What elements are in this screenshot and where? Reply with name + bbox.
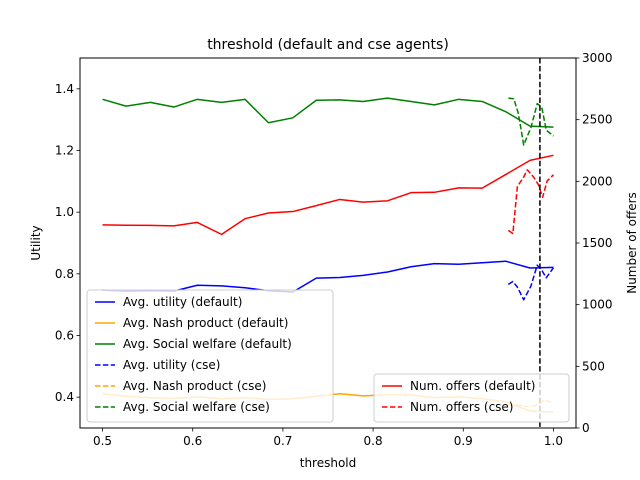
y-tick-label: 0.6 bbox=[55, 329, 74, 343]
x-tick-label: 0.8 bbox=[364, 434, 383, 448]
legend-entry: Avg. utility (default) bbox=[123, 295, 242, 309]
x-tick-label: 0.6 bbox=[183, 434, 202, 448]
y2-tick-label: 500 bbox=[582, 359, 605, 373]
y2-tick-label: 2000 bbox=[582, 174, 613, 188]
y-tick-label: 1.4 bbox=[55, 82, 74, 96]
legend-entry: Avg. Nash product (cse) bbox=[123, 379, 266, 393]
y-axis-left: 0.4 0.6 0.8 1.0 1.2 1.4 bbox=[55, 82, 80, 404]
series-line-5 bbox=[508, 97, 554, 146]
x-tick-label: 0.7 bbox=[273, 434, 292, 448]
legend-box bbox=[373, 373, 570, 423]
legend-entry: Avg. Social welfare (default) bbox=[123, 337, 292, 351]
y2-tick-label: 1000 bbox=[582, 298, 613, 312]
y2-tick-label: 0 bbox=[582, 421, 590, 435]
legend-entry: Avg. Nash product (default) bbox=[123, 316, 288, 330]
y-tick-label: 1.0 bbox=[55, 205, 74, 219]
legend-entry: Num. offers (cse) bbox=[410, 400, 514, 414]
legend-entry: Num. offers (default) bbox=[410, 379, 535, 393]
y2-tick-label: 1500 bbox=[582, 236, 613, 250]
y-tick-label: 0.8 bbox=[55, 267, 74, 281]
x-tick-label: 0.9 bbox=[454, 434, 473, 448]
y2-tick-label: 2500 bbox=[582, 113, 613, 127]
x-axis: 0.5 0.6 0.7 0.8 0.9 1.0 bbox=[93, 428, 563, 448]
x-tick-label: 1.0 bbox=[544, 434, 563, 448]
chart-title: threshold (default and cse agents) bbox=[207, 37, 449, 53]
series-line-6 bbox=[102, 154, 554, 236]
series-line-3 bbox=[507, 264, 555, 301]
y2-tick-label: 3000 bbox=[582, 51, 613, 65]
x-axis-label: threshold bbox=[300, 456, 357, 470]
y-axis-label: Utility bbox=[29, 225, 43, 260]
y-axis-right: 0 500 1000 1500 2000 2500 3000 bbox=[576, 51, 613, 435]
series-line-7 bbox=[507, 169, 554, 235]
y-tick-label: 1.2 bbox=[55, 144, 74, 158]
legend-entry: Avg. utility (cse) bbox=[123, 358, 220, 372]
series-line-2 bbox=[102, 97, 554, 128]
legend-main: Avg. utility (default) Avg. Nash product … bbox=[86, 289, 334, 423]
legend-box bbox=[86, 289, 334, 423]
x-tick-label: 0.5 bbox=[93, 434, 112, 448]
y2-axis-label: Number of offers bbox=[625, 192, 639, 294]
legend-entry: Avg. Social welfare (cse) bbox=[123, 400, 270, 414]
legend-offers: Num. offers (default) Num. offers (cse) bbox=[373, 373, 570, 423]
y-tick-label: 0.4 bbox=[55, 390, 74, 404]
